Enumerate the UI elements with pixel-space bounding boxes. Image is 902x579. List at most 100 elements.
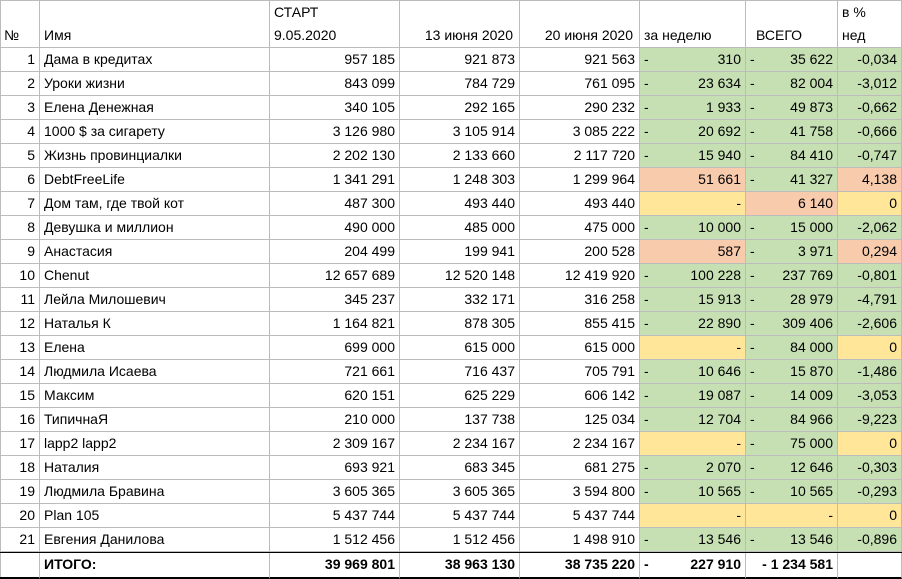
row-week-cell[interactable]: - 19 087: [640, 384, 746, 408]
row-total-cell[interactable]: - 82 004: [746, 72, 838, 96]
row-start-cell[interactable]: 721 661: [270, 360, 400, 384]
row-name-cell[interactable]: Дом там, где твой кот: [40, 192, 270, 216]
totals-date1[interactable]: 38 963 130: [400, 553, 520, 579]
row-total-cell[interactable]: - 14 009: [746, 384, 838, 408]
row-total-cell[interactable]: - 12 646: [746, 456, 838, 480]
row-number-cell[interactable]: 8: [0, 216, 40, 240]
row-date2-cell[interactable]: 855 415: [520, 312, 640, 336]
row-week-cell[interactable]: -: [640, 192, 746, 216]
row-date2-cell[interactable]: 2 234 167: [520, 432, 640, 456]
row-date1-cell[interactable]: 485 000: [400, 216, 520, 240]
row-date2-cell[interactable]: 2 117 720: [520, 144, 640, 168]
row-date2-cell[interactable]: 12 419 920: [520, 264, 640, 288]
row-start-cell[interactable]: 2 309 167: [270, 432, 400, 456]
row-total-cell[interactable]: - 15 870: [746, 360, 838, 384]
row-name-cell[interactable]: Дама в кредитах: [40, 48, 270, 72]
row-date1-cell[interactable]: 493 440: [400, 192, 520, 216]
row-name-cell[interactable]: Максим: [40, 384, 270, 408]
row-pct-cell[interactable]: -0,801: [838, 264, 902, 288]
row-pct-cell[interactable]: -0,303: [838, 456, 902, 480]
row-name-cell[interactable]: Уроки жизни: [40, 72, 270, 96]
header-pct[interactable]: в % нед: [838, 0, 902, 48]
row-name-cell[interactable]: Наталья К: [40, 312, 270, 336]
row-number-cell[interactable]: 14: [0, 360, 40, 384]
row-date1-cell[interactable]: 615 000: [400, 336, 520, 360]
row-start-cell[interactable]: 1 164 821: [270, 312, 400, 336]
row-name-cell[interactable]: Лейла Милошевич: [40, 288, 270, 312]
row-date2-cell[interactable]: 705 791: [520, 360, 640, 384]
row-total-cell[interactable]: - 237 769: [746, 264, 838, 288]
row-start-cell[interactable]: 340 105: [270, 96, 400, 120]
row-start-cell[interactable]: 2 202 130: [270, 144, 400, 168]
row-number-cell[interactable]: 7: [0, 192, 40, 216]
totals-num-cell[interactable]: [0, 553, 40, 579]
row-name-cell[interactable]: Людмила Бравина: [40, 480, 270, 504]
row-pct-cell[interactable]: -0,034: [838, 48, 902, 72]
row-total-cell[interactable]: - 84 966: [746, 408, 838, 432]
row-date1-cell[interactable]: 683 345: [400, 456, 520, 480]
row-pct-cell[interactable]: -0,662: [838, 96, 902, 120]
row-date1-cell[interactable]: 2 234 167: [400, 432, 520, 456]
row-start-cell[interactable]: 204 499: [270, 240, 400, 264]
row-pct-cell[interactable]: -4,791: [838, 288, 902, 312]
row-date1-cell[interactable]: 878 305: [400, 312, 520, 336]
row-start-cell[interactable]: 345 237: [270, 288, 400, 312]
row-name-cell[interactable]: ТипичнаЯ: [40, 408, 270, 432]
row-pct-cell[interactable]: 4,138: [838, 168, 902, 192]
row-total-cell[interactable]: - 15 000: [746, 216, 838, 240]
row-date1-cell[interactable]: 137 738: [400, 408, 520, 432]
row-name-cell[interactable]: Девушка и миллион: [40, 216, 270, 240]
row-number-cell[interactable]: 16: [0, 408, 40, 432]
row-date2-cell[interactable]: 200 528: [520, 240, 640, 264]
row-start-cell[interactable]: 3 605 365: [270, 480, 400, 504]
row-week-cell[interactable]: - 13 546: [640, 528, 746, 552]
totals-label[interactable]: ИТОГО:: [40, 553, 270, 579]
row-number-cell[interactable]: 9: [0, 240, 40, 264]
row-pct-cell[interactable]: -1,486: [838, 360, 902, 384]
row-number-cell[interactable]: 5: [0, 144, 40, 168]
header-num[interactable]: №: [0, 0, 40, 48]
row-start-cell[interactable]: 957 185: [270, 48, 400, 72]
row-total-cell[interactable]: - 41 327: [746, 168, 838, 192]
row-date2-cell[interactable]: 3 085 222: [520, 120, 640, 144]
row-pct-cell[interactable]: 0,294: [838, 240, 902, 264]
row-pct-cell[interactable]: 0: [838, 192, 902, 216]
row-week-cell[interactable]: - 22 890: [640, 312, 746, 336]
row-date2-cell[interactable]: 761 095: [520, 72, 640, 96]
row-number-cell[interactable]: 20: [0, 504, 40, 528]
row-name-cell[interactable]: 1000 $ за сигарету: [40, 120, 270, 144]
row-total-cell[interactable]: - 35 622: [746, 48, 838, 72]
row-name-cell[interactable]: Людмила Исаева: [40, 360, 270, 384]
row-total-cell[interactable]: - 28 979: [746, 288, 838, 312]
row-number-cell[interactable]: 15: [0, 384, 40, 408]
totals-date2[interactable]: 38 735 220: [520, 553, 640, 579]
row-date2-cell[interactable]: 5 437 744: [520, 504, 640, 528]
row-number-cell[interactable]: 21: [0, 528, 40, 552]
row-name-cell[interactable]: Анастасия: [40, 240, 270, 264]
row-total-cell[interactable]: - 3 971: [746, 240, 838, 264]
row-date1-cell[interactable]: 1 512 456: [400, 528, 520, 552]
row-date1-cell[interactable]: 3 605 365: [400, 480, 520, 504]
row-week-cell[interactable]: - 20 692: [640, 120, 746, 144]
row-date1-cell[interactable]: 625 229: [400, 384, 520, 408]
row-start-cell[interactable]: 5 437 744: [270, 504, 400, 528]
row-pct-cell[interactable]: -2,606: [838, 312, 902, 336]
row-name-cell[interactable]: Елена Денежная: [40, 96, 270, 120]
header-start[interactable]: СТАРТ 9.05.2020: [270, 0, 400, 48]
row-pct-cell[interactable]: -0,896: [838, 528, 902, 552]
row-week-cell[interactable]: - 15 940: [640, 144, 746, 168]
row-date1-cell[interactable]: 199 941: [400, 240, 520, 264]
row-start-cell[interactable]: 699 000: [270, 336, 400, 360]
header-date2[interactable]: 20 июня 2020: [520, 0, 640, 48]
row-week-cell[interactable]: - 10 646: [640, 360, 746, 384]
row-start-cell[interactable]: 693 921: [270, 456, 400, 480]
row-week-cell[interactable]: - 10 565: [640, 480, 746, 504]
row-pct-cell[interactable]: -3,012: [838, 72, 902, 96]
totals-pct-cell[interactable]: [838, 553, 902, 579]
row-week-cell[interactable]: - 23 634: [640, 72, 746, 96]
row-week-cell[interactable]: - 2 070: [640, 456, 746, 480]
row-total-cell[interactable]: - 41 758: [746, 120, 838, 144]
row-total-cell[interactable]: - 13 546: [746, 528, 838, 552]
row-week-cell[interactable]: 587: [640, 240, 746, 264]
row-name-cell[interactable]: lapp2 lapp2: [40, 432, 270, 456]
